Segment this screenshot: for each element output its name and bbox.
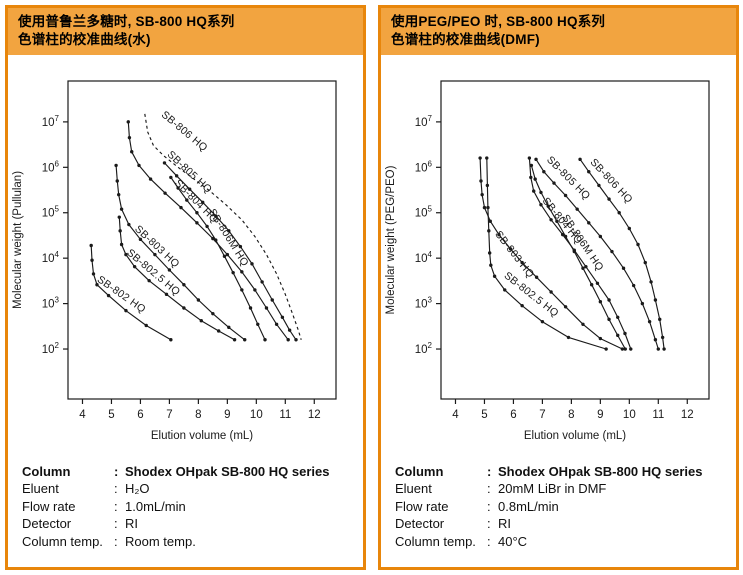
condition-value: RI bbox=[125, 516, 138, 532]
condition-colon: : bbox=[487, 463, 492, 479]
conditions-table: Column: Shodex OHpak SB-800 HQ series Elue… bbox=[381, 459, 736, 551]
condition-value: Shodex OHpak SB-800 HQ series bbox=[125, 463, 330, 479]
panel-pullulan-water: 使用普鲁兰多糖时, SB-800 HQ系列 色谱柱的校准曲线(水) 4 5 6 7 8 9… bbox=[5, 5, 366, 570]
condition-row: Flow rate:1.0mL/min bbox=[22, 498, 353, 516]
condition-colon: : bbox=[114, 533, 118, 549]
header-line-2: 色谱柱的校准曲线(DMF) bbox=[391, 31, 540, 47]
svg-text:SB-806 HQ: SB-806 HQ bbox=[159, 108, 210, 153]
condition-value: Shodex OHpak SB-800 HQ series bbox=[498, 463, 703, 479]
svg-text:7: 7 bbox=[539, 409, 545, 421]
svg-text:12: 12 bbox=[308, 409, 321, 421]
calibration-chart-pullulan-water: 4 5 6 7 8 9 10 11 12 102 103 104 105 106 107 Elution vo… bbox=[12, 80, 337, 442]
condition-row: Column: Shodex OHpak SB-800 HQ series bbox=[395, 463, 726, 481]
svg-text:SB-805 HQ: SB-805 HQ bbox=[544, 154, 592, 202]
svg-text:6: 6 bbox=[510, 409, 516, 421]
svg-text:SB-806 HQ: SB-806 HQ bbox=[588, 156, 635, 205]
svg-text:Elution volume (mL): Elution volume (mL) bbox=[151, 430, 253, 442]
condition-colon: : bbox=[487, 516, 491, 532]
svg-text:105: 105 bbox=[42, 204, 60, 219]
svg-text:6: 6 bbox=[137, 409, 143, 421]
svg-text:Molecular weight (Pullulan): Molecular weight (Pullulan) bbox=[12, 170, 24, 308]
condition-label: Column temp. bbox=[395, 533, 476, 549]
condition-label: Detector bbox=[395, 516, 445, 532]
svg-text:104: 104 bbox=[415, 250, 433, 265]
svg-text:8: 8 bbox=[195, 409, 201, 421]
condition-row: Column: Shodex OHpak SB-800 HQ series bbox=[22, 463, 353, 481]
condition-colon: : bbox=[487, 533, 491, 549]
condition-row: Eluent: H₂O bbox=[22, 480, 353, 498]
panel-header: 使用PEG/PEO 时, SB-800 HQ系列 色谱柱的校准曲线(DMF) bbox=[381, 8, 736, 55]
condition-label: Column temp. bbox=[22, 533, 103, 549]
condition-value: Room temp. bbox=[125, 533, 196, 549]
svg-text:SB-802 HQ: SB-802 HQ bbox=[95, 273, 148, 315]
condition-row: Flow rate:0.8mL/min bbox=[395, 498, 726, 516]
svg-text:11: 11 bbox=[279, 409, 291, 421]
condition-row: Detector: RI bbox=[22, 515, 353, 533]
condition-colon: : bbox=[114, 498, 118, 514]
condition-value: RI bbox=[498, 516, 511, 532]
header-line-1: 使用PEG/PEO 时, SB-800 HQ系列 bbox=[391, 14, 606, 29]
condition-label: Flow rate bbox=[22, 498, 76, 514]
condition-row: Column temp.:40°C bbox=[395, 533, 726, 551]
svg-text:103: 103 bbox=[42, 295, 60, 310]
svg-text:11: 11 bbox=[652, 409, 664, 421]
condition-colon: : bbox=[114, 516, 118, 532]
svg-text:12: 12 bbox=[681, 409, 694, 421]
condition-label: Eluent bbox=[395, 481, 432, 497]
svg-text:Elution volume (mL): Elution volume (mL) bbox=[524, 430, 626, 442]
condition-value: 20mM LiBr in DMF bbox=[498, 481, 607, 497]
condition-row: Column temp.: Room temp. bbox=[22, 533, 353, 551]
condition-label: Column bbox=[22, 463, 71, 479]
svg-text:9: 9 bbox=[597, 409, 603, 421]
condition-value: 0.8mL/min bbox=[498, 498, 559, 514]
condition-label: Eluent bbox=[22, 481, 59, 497]
condition-value: 40°C bbox=[498, 533, 528, 549]
condition-value: H₂O bbox=[125, 481, 150, 497]
svg-text:4: 4 bbox=[79, 409, 86, 421]
svg-text:102: 102 bbox=[415, 341, 433, 356]
calibration-chart-peg-peo-dmf: 4 5 6 7 8 9 10 11 12 102 103 104 105 106 107 Elution vo… bbox=[385, 80, 710, 442]
condition-value: 1.0mL/min bbox=[125, 498, 186, 514]
condition-label: Detector bbox=[22, 516, 72, 532]
condition-colon: : bbox=[487, 498, 491, 514]
conditions-table: Column: Shodex OHpak SB-800 HQ series Elue… bbox=[8, 459, 363, 551]
condition-row: Eluent:20mM LiBr in DMF bbox=[395, 480, 726, 498]
condition-label: Column bbox=[395, 463, 444, 479]
svg-text:10: 10 bbox=[623, 409, 636, 421]
condition-label: Flow rate bbox=[395, 498, 449, 514]
svg-text:103: 103 bbox=[415, 295, 433, 310]
panel-header: 使用普鲁兰多糖时, SB-800 HQ系列 色谱柱的校准曲线(水) bbox=[8, 8, 363, 55]
condition-colon: : bbox=[114, 481, 118, 497]
condition-colon: : bbox=[114, 463, 119, 479]
svg-text:SB-806M HQ: SB-806M HQ bbox=[559, 212, 606, 273]
chart-area: 4 5 6 7 8 9 10 11 12 102 103 104 105 106 107 Elution vo… bbox=[381, 55, 736, 459]
svg-text:8: 8 bbox=[568, 409, 574, 421]
header-line-2: 色谱柱的校准曲线(水) bbox=[18, 31, 151, 47]
svg-text:4: 4 bbox=[452, 409, 459, 421]
svg-text:106: 106 bbox=[42, 159, 60, 174]
condition-colon: : bbox=[487, 481, 491, 497]
header-line-1: 使用普鲁兰多糖时, SB-800 HQ系列 bbox=[18, 14, 235, 29]
svg-text:106: 106 bbox=[415, 159, 433, 174]
condition-row: Detector: RI bbox=[395, 515, 726, 533]
svg-text:107: 107 bbox=[42, 114, 60, 129]
svg-text:5: 5 bbox=[108, 409, 114, 421]
svg-text:Molecular weight (PEG/PEO): Molecular weight (PEG/PEO) bbox=[385, 165, 397, 314]
svg-text:107: 107 bbox=[415, 114, 433, 129]
chart-area: 4 5 6 7 8 9 10 11 12 102 103 104 105 106 107 Elution vo… bbox=[8, 55, 363, 459]
svg-text:105: 105 bbox=[415, 204, 433, 219]
svg-text:10: 10 bbox=[250, 409, 263, 421]
svg-text:5: 5 bbox=[481, 409, 487, 421]
svg-text:102: 102 bbox=[42, 341, 60, 356]
panel-peg-peo-dmf: 使用PEG/PEO 时, SB-800 HQ系列 色谱柱的校准曲线(DMF) 4… bbox=[378, 5, 739, 570]
svg-text:9: 9 bbox=[224, 409, 230, 421]
svg-text:104: 104 bbox=[42, 250, 60, 265]
svg-text:7: 7 bbox=[166, 409, 172, 421]
